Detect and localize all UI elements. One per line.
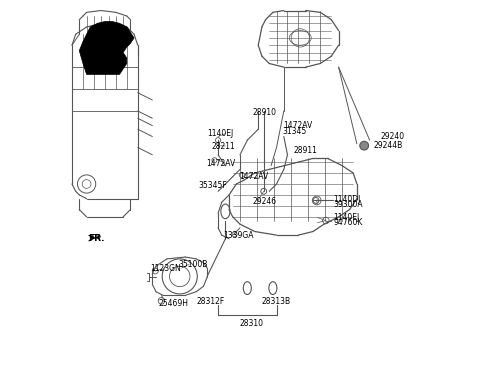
Text: 1140EJ: 1140EJ — [207, 129, 233, 138]
Text: 1339GA: 1339GA — [224, 231, 254, 240]
Text: 39300A: 39300A — [334, 200, 363, 209]
Circle shape — [91, 236, 94, 239]
Circle shape — [97, 236, 100, 239]
Circle shape — [232, 232, 237, 237]
Text: 35100B: 35100B — [178, 260, 207, 269]
Text: FR.: FR. — [88, 234, 104, 243]
Text: 25469H: 25469H — [159, 299, 189, 308]
Text: 1472AV: 1472AV — [283, 121, 312, 130]
Circle shape — [313, 198, 319, 204]
Circle shape — [360, 141, 369, 150]
Circle shape — [239, 172, 244, 177]
Text: 1123GN: 1123GN — [151, 264, 181, 273]
Circle shape — [323, 217, 329, 224]
Circle shape — [152, 268, 158, 274]
Text: 28313B: 28313B — [261, 297, 290, 306]
Text: 28911: 28911 — [293, 145, 317, 155]
Text: 28211: 28211 — [212, 142, 235, 151]
Text: 28312F: 28312F — [196, 297, 225, 306]
Polygon shape — [79, 21, 134, 74]
Text: 94760K: 94760K — [334, 218, 363, 227]
Text: 28910: 28910 — [253, 108, 277, 117]
Text: 29244B: 29244B — [373, 141, 403, 150]
Text: 1140DJ: 1140DJ — [334, 195, 361, 204]
Text: 29240: 29240 — [381, 132, 405, 141]
Text: 1472AV: 1472AV — [206, 159, 236, 168]
Circle shape — [216, 138, 221, 143]
Circle shape — [261, 188, 267, 194]
Text: 29246: 29246 — [253, 197, 277, 206]
Text: 31345: 31345 — [283, 127, 307, 136]
Text: 1472AV: 1472AV — [239, 172, 268, 181]
Circle shape — [212, 158, 217, 163]
Text: 28310: 28310 — [240, 319, 264, 328]
Text: 35345F: 35345F — [198, 181, 227, 190]
Text: 1140EJ: 1140EJ — [334, 213, 360, 222]
